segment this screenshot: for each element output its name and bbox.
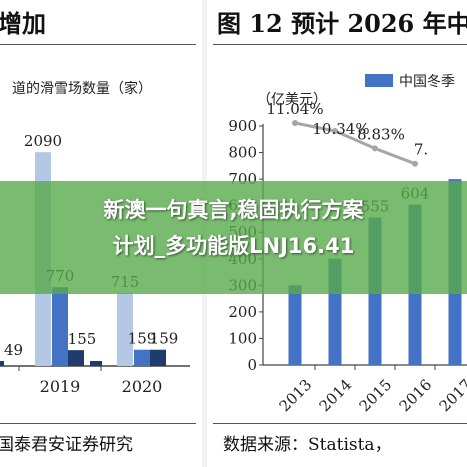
right-growth-label-2013: 11.04%: [266, 100, 323, 118]
left-figure-source: 国泰君安证券研究: [0, 435, 133, 455]
left-bar-value-label-2020-s3: 159: [150, 330, 179, 348]
right-growth-label-2016: 7.: [414, 141, 428, 159]
right-growth-point-2016: [412, 160, 418, 167]
right-y-tick-label-200: 200: [228, 303, 257, 321]
right-y-axis-label: （亿美元）: [257, 92, 327, 108]
left-bar-2020-s2: [134, 349, 150, 366]
left-title-rule: [0, 44, 196, 45]
left-partial-value-label-1: 49: [4, 341, 23, 359]
left-y-axis-label: 道的滑雪场数量（家）: [12, 80, 152, 97]
right-y-tick-label-900: 900: [228, 117, 257, 135]
right-x-tick-label-2013: 2013: [276, 376, 316, 416]
right-y-tick-label-800: 800: [228, 144, 257, 162]
left-x-tick-label-2020: 2020: [122, 377, 163, 396]
left-bar-2019-s2: [52, 287, 68, 366]
right-x-tick-label-2015: 2015: [356, 376, 396, 416]
headline-text: 新澳一句真言,稳固执行方案 计划_多功能版LNJ16.41: [0, 192, 467, 264]
right-x-tick-label-2016: 2016: [396, 376, 436, 416]
right-source-rule: [213, 423, 467, 424]
right-y-tick-label-0: 0: [247, 356, 257, 374]
left-bar-value-label-2019-s1: 2090: [24, 132, 62, 150]
left-bar-value-label-2020-s2: 159: [128, 330, 157, 348]
right-growth-label-2015: 8.83%: [357, 125, 405, 143]
left-partial-bar-edge: [0, 360, 4, 366]
right-growth-line: [294, 121, 416, 166]
left-bar-value-label-2019-s3: 155: [68, 330, 97, 348]
right-figure-title: 图 12 预计 2026 年中: [217, 9, 467, 38]
left-figure-title: 增加: [0, 9, 46, 38]
right-bar-2013: [288, 285, 302, 365]
right-figure-source: 数据来源：Statista，: [223, 435, 392, 455]
left-bar-2020-s1: [117, 292, 133, 366]
headline-line-2: 计划_多功能版LNJ16.41: [112, 234, 355, 258]
right-legend-swatch: [365, 74, 393, 87]
right-growth-point-2014: [332, 128, 338, 135]
left-partial-bar-mid: [90, 360, 102, 366]
right-x-tick-label-2017: 2017: [436, 376, 467, 416]
left-bar-2019-s3: [68, 350, 84, 366]
right-growth-label-2014: 10.34%: [312, 120, 369, 138]
right-y-tick-label-100: 100: [228, 329, 257, 347]
right-title-rule: [213, 44, 467, 45]
right-growth-point-2015: [372, 145, 378, 152]
left-source-rule: [0, 423, 196, 424]
headline-line-1: 新澳一句真言,稳固执行方案: [103, 198, 364, 222]
right-x-tick-label-2014: 2014: [316, 376, 356, 416]
left-x-tick-label-2019: 2019: [40, 377, 81, 396]
left-bar-2020-s3: [150, 349, 166, 366]
right-legend-label: 中国冬季: [399, 74, 455, 90]
right-growth-point-2013: [292, 120, 298, 126]
headline-banner: [0, 181, 467, 294]
